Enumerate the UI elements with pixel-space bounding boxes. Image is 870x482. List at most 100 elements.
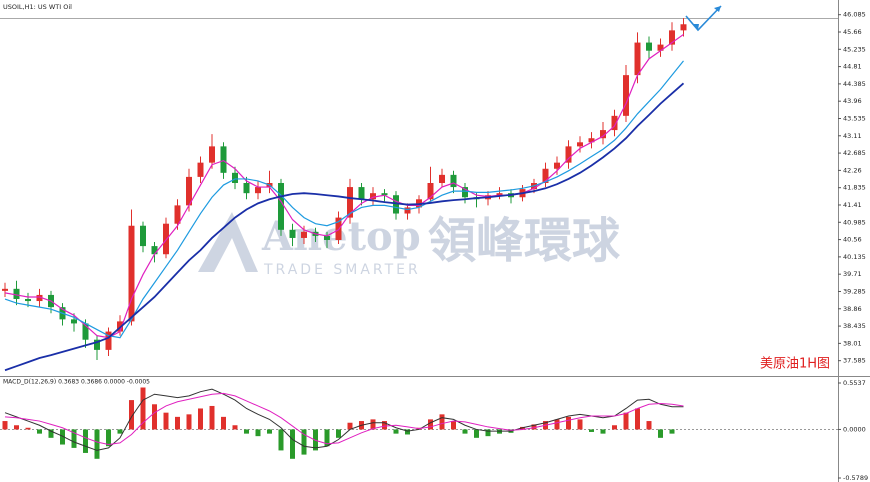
macd-bar (669, 429, 675, 434)
macd-bar (152, 404, 157, 430)
macd-bar (612, 425, 617, 430)
candle-body (381, 193, 388, 196)
macd-bar (658, 429, 663, 438)
macd-bar (577, 419, 583, 430)
macd-bar (209, 405, 215, 430)
y-tick-label: 45.66 (843, 28, 862, 36)
macd-bar (623, 412, 629, 430)
annotation: 美原油1H图 (760, 357, 830, 372)
macd-bar (163, 412, 169, 430)
candle-body (669, 30, 675, 45)
candle-body (209, 146, 215, 163)
y-tick-label: 43.535 (843, 114, 866, 122)
candle-body (25, 299, 31, 302)
macd-bar (129, 400, 134, 430)
y-tick-label: 46.085 (843, 11, 866, 19)
candle-body (462, 187, 468, 198)
watermark-chinese: 領峰環球 (428, 213, 621, 269)
macd-bar (336, 429, 341, 438)
indicator-line (4, 33, 684, 339)
candle-body (94, 339, 100, 350)
y-tick-label: 0.0000 (843, 425, 866, 433)
candle-body (105, 331, 112, 350)
candle-body (358, 187, 365, 200)
macd-bar (646, 421, 652, 430)
watermark-slogan: TRADE SMARTER (263, 262, 421, 278)
candle-body (646, 42, 652, 51)
macd-bar (451, 421, 456, 430)
macd-bar (531, 424, 537, 430)
macd-bar (554, 419, 560, 430)
indicator-line (4, 392, 684, 446)
candle-body (404, 207, 411, 214)
y-tick-label: 40.135 (843, 253, 866, 261)
macd-title: MACD_D(12,26,9) 0.3683 0.3686 0.0000 -0.… (3, 379, 150, 386)
macd-bar (117, 429, 123, 434)
macd-bar (71, 429, 77, 448)
y-tick-label: 45.235 (843, 45, 866, 53)
candle-body (301, 231, 307, 238)
candle-body (565, 146, 572, 163)
macd-bar (106, 429, 111, 447)
arrow-head (714, 6, 721, 12)
macd-bar (485, 429, 491, 437)
macd-bar (25, 427, 31, 430)
macd-bar (382, 421, 387, 430)
candle-body (197, 162, 204, 177)
candle-body (393, 195, 399, 214)
y-tick-label: 39.71 (843, 270, 862, 278)
macd-bar (474, 429, 479, 438)
macd-bar (221, 416, 226, 430)
candle-body (623, 75, 629, 116)
candle-body (13, 288, 20, 300)
candle-body (128, 225, 135, 322)
macd-bar (290, 429, 295, 459)
macd-bar (14, 425, 19, 430)
y-tick-label: 38.86 (843, 305, 862, 313)
candle-body (611, 115, 618, 131)
y-tick-label: 44.385 (843, 80, 866, 88)
macd-bar (405, 429, 410, 435)
macd-bar (462, 429, 468, 434)
candle-body (496, 193, 503, 196)
candle-body (554, 162, 560, 169)
candle-body (243, 183, 250, 194)
candle-body (542, 168, 549, 184)
candle-body (370, 193, 376, 200)
candle-body (324, 235, 330, 240)
macd-bar (175, 416, 180, 430)
y-tick-label: 42.685 (843, 149, 866, 157)
chart-title: USOIL,H1: US WTI Oil (3, 3, 72, 11)
macd-bar (37, 429, 42, 434)
y-tick-label: 37.585 (843, 357, 866, 365)
macd-bar (255, 429, 261, 437)
arrow-head (693, 24, 699, 30)
y-tick-label: 40.985 (843, 218, 866, 226)
candle-body (232, 172, 238, 184)
candle-body (577, 142, 583, 147)
candle-body (174, 205, 181, 224)
macd-bar (278, 429, 284, 451)
macd-bar (2, 421, 8, 430)
macd-bar (198, 408, 203, 430)
macd-bar (83, 429, 88, 453)
y-tick-label: 44.81 (843, 63, 862, 71)
candle-body (140, 225, 146, 247)
macd-bar (60, 429, 65, 445)
macd-bar (428, 419, 433, 430)
macd-bar (48, 429, 54, 438)
candle-body (151, 246, 158, 255)
indicator-line (4, 82, 685, 372)
macd-bar (439, 414, 445, 430)
y-tick-label: 0.5537 (843, 379, 866, 387)
macd-bar (186, 414, 192, 430)
candle-body (634, 42, 641, 76)
watermark-logo (198, 212, 258, 272)
candle-body (278, 183, 284, 230)
candle-body (36, 294, 43, 302)
candle-body (680, 24, 687, 31)
candle-body (186, 176, 192, 206)
candle-body (289, 229, 296, 238)
macd-bar (635, 408, 640, 430)
